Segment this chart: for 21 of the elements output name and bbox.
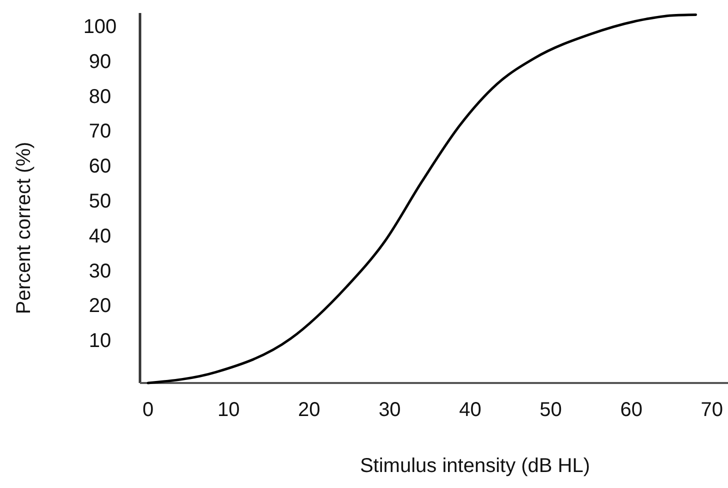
x-tick-label: 50	[540, 399, 562, 421]
y-tick-label: 30	[88, 260, 112, 282]
x-tick-label: 0	[142, 399, 154, 421]
y-tick-label: 60	[88, 156, 112, 178]
y-tick-label: 20	[88, 295, 112, 318]
x-tick-label: 20	[298, 399, 320, 421]
x-tick-label: 60	[620, 399, 642, 421]
x-tick-label: 30	[378, 399, 401, 421]
y-tick-label: 80	[88, 86, 112, 108]
y-tick-label: 100	[83, 16, 117, 38]
y-tick-label: 50	[88, 190, 112, 212]
y-tick-label: 10	[88, 330, 112, 352]
x-tick-label: 40	[459, 399, 482, 421]
y-tick-label: 70	[88, 120, 112, 143]
y-axis-title: Percent correct (%)	[13, 142, 35, 314]
y-tick-label: 40	[88, 225, 112, 248]
line-series	[146, 13, 698, 384]
y-tick-label: 90	[88, 50, 112, 73]
x-tick-label: 10	[217, 399, 240, 421]
x-axis-title: Stimulus intensity (dB HL)	[360, 455, 590, 477]
x-tick-label: 70	[700, 399, 724, 421]
